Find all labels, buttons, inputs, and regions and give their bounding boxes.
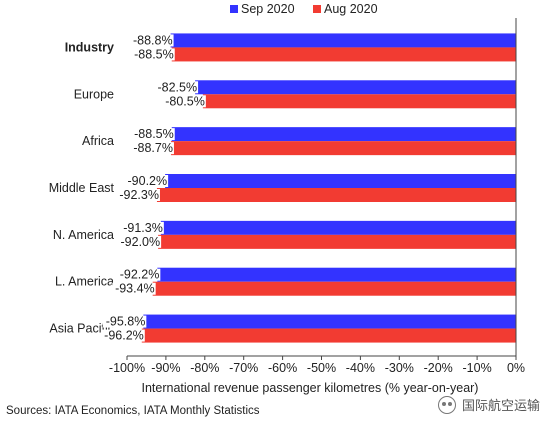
bar-aug-2020 <box>202 94 517 109</box>
bar-sep-2020 <box>143 314 516 329</box>
x-axis-title: International revenue passenger kilometr… <box>142 381 479 395</box>
category-label: N. America <box>53 228 114 242</box>
value-label: -96.2% <box>104 329 144 343</box>
x-tick-label: -30% <box>385 361 414 375</box>
bar-aug-2020 <box>170 141 516 156</box>
value-label: -91.3% <box>123 221 163 235</box>
bars <box>141 33 517 343</box>
bar-aug-2020 <box>156 188 516 202</box>
bar-aug-2020 <box>152 281 516 296</box>
category-label: Middle East <box>49 181 115 195</box>
value-label: -88.5% <box>134 47 174 61</box>
x-tick-label: -20% <box>424 361 453 375</box>
x-tick-label: -50% <box>307 361 336 375</box>
value-label: -80.5% <box>165 94 205 108</box>
bar-sep-2020 <box>171 127 517 142</box>
value-label: -93.4% <box>115 282 155 296</box>
category-label: Africa <box>82 134 114 148</box>
value-label: -92.2% <box>120 268 160 282</box>
bar-aug-2020 <box>171 47 517 62</box>
value-label: -88.5% <box>134 127 174 141</box>
wechat-icon <box>437 395 456 414</box>
source-note: Sources: IATA Economics, IATA Monthly St… <box>6 405 260 417</box>
category-label: Industry <box>65 40 114 54</box>
legend-swatch-1 <box>313 5 321 13</box>
value-label-bg <box>131 128 175 141</box>
legend-label-1: Aug 2020 <box>324 2 378 16</box>
x-axis: -100% -90% -80% -70% -60% -50% -40% -30% -20% -10… <box>109 18 525 375</box>
bar-aug-2020 <box>158 234 516 249</box>
bar-sep-2020 <box>160 220 516 235</box>
watermark: 国际航空运输 <box>437 395 540 414</box>
watermark-text: 国际航空运输 <box>461 399 540 414</box>
value-label-bg <box>154 81 199 94</box>
value-label-bg <box>101 329 145 342</box>
x-tick-label: -10% <box>463 361 492 375</box>
value-label: -92.0% <box>121 235 161 249</box>
x-tick-label: -100% <box>109 361 145 375</box>
value-label-bg <box>130 142 174 155</box>
value-label-bg <box>162 95 206 108</box>
category-label: Europe <box>74 87 114 101</box>
value-label-bg <box>124 175 169 187</box>
bar-sep-2020 <box>165 174 516 188</box>
value-label: -92.3% <box>119 188 159 202</box>
x-tick-label: -60% <box>268 361 297 375</box>
legend-label-0: Sep 2020 <box>241 2 295 16</box>
value-label-bg <box>102 315 147 328</box>
value-label-bg <box>117 235 162 248</box>
value-label-bg <box>116 268 161 281</box>
x-tick-label: -70% <box>229 361 258 375</box>
bar-sep-2020 <box>170 33 516 48</box>
value-label: -88.7% <box>133 141 173 155</box>
value-label-bg <box>116 189 160 201</box>
value-label-bg <box>112 282 156 295</box>
category-labels: Industry Europe Africa Middle East N. Americ… <box>49 40 115 335</box>
bar-sep-2020 <box>157 267 517 282</box>
x-tick-label: 0% <box>507 361 525 375</box>
value-label: -82.5% <box>157 80 197 94</box>
value-label: -95.8% <box>106 315 146 329</box>
category-label: Asia Pacific <box>49 322 114 336</box>
bar-sep-2020 <box>195 80 516 95</box>
value-label: -90.2% <box>128 174 168 188</box>
value-label-bg <box>131 48 175 61</box>
value-label-bg <box>130 34 174 47</box>
value-labels: -88.8%-88.5%-82.5%-80.5%-88.5%-88.7%-90.… <box>101 33 206 343</box>
value-label: -88.8% <box>133 33 173 47</box>
legend-swatch-0 <box>230 5 238 13</box>
x-tick-label: -90% <box>151 361 180 375</box>
x-tick-label: -80% <box>190 361 219 375</box>
chart-legend: Sep 2020 Aug 2020 <box>230 2 378 16</box>
category-label: L. America <box>55 275 114 289</box>
x-tick-label: -40% <box>346 361 375 375</box>
value-label-bg <box>120 221 164 234</box>
bar-aug-2020 <box>141 328 517 343</box>
